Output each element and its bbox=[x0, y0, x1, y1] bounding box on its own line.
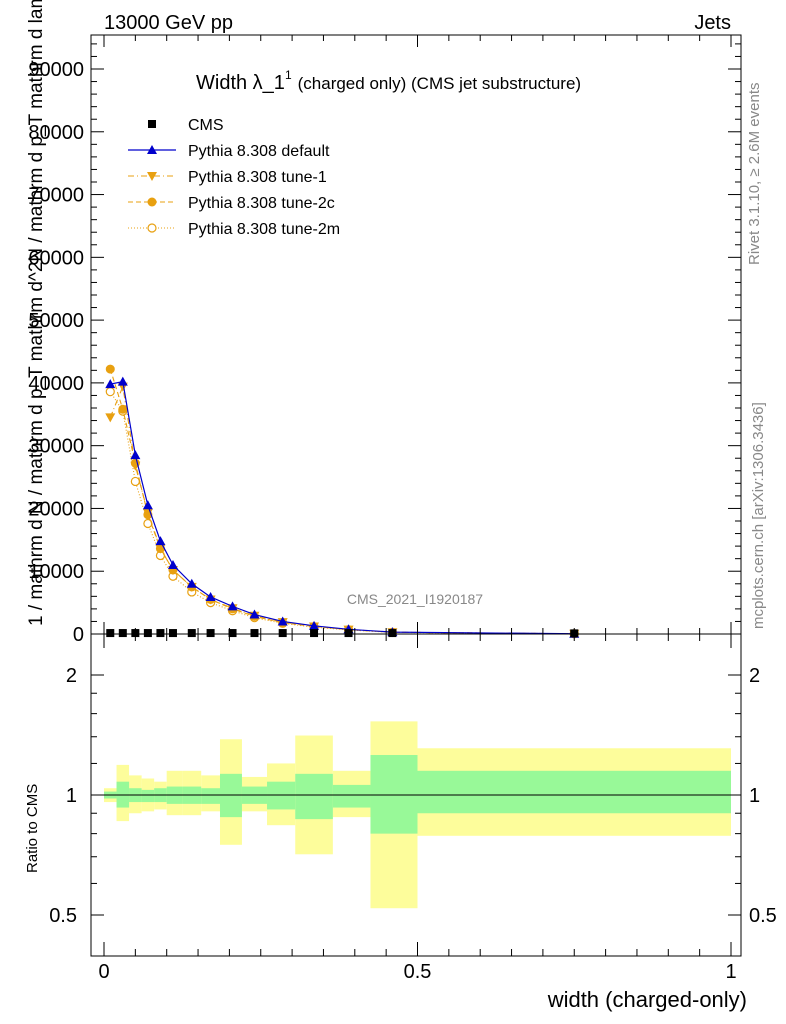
y-tick-label: 30000 bbox=[28, 436, 84, 458]
legend-marker-pythia-8-308-tune-1 bbox=[147, 172, 157, 181]
legend-label-cms: CMS bbox=[188, 117, 224, 134]
data-point-pythia-8-308-tune-2c bbox=[105, 364, 115, 374]
data-point-cms bbox=[206, 629, 215, 638]
x-tick-label: 0 bbox=[98, 961, 109, 983]
ratio-y-tick-label-left: 2 bbox=[66, 665, 77, 687]
data-point-pythia-8-308-default bbox=[186, 578, 197, 588]
data-point-pythia-8-308-default bbox=[142, 500, 153, 510]
y-tick-label: 20000 bbox=[28, 498, 84, 520]
ratio-bands bbox=[104, 721, 731, 909]
data-point-pythia-8-308-tune-2c bbox=[118, 404, 128, 414]
chart-title-sup: 1 bbox=[285, 68, 292, 82]
y-tick-label: 50000 bbox=[28, 310, 84, 332]
x-axis-label: width (charged-only) bbox=[547, 987, 747, 1012]
ratio-y-tick-label-right: 0.5 bbox=[749, 905, 777, 927]
y-tick-label: 90000 bbox=[28, 59, 84, 81]
rivet-label: Rivet 3.1.10, ≥ 2.6M events bbox=[746, 83, 763, 266]
data-point-cms bbox=[310, 629, 319, 638]
ratio-y-tick-label-left: 1 bbox=[66, 785, 77, 807]
legend-label-pythia-8-308-tune-2m: Pythia 8.308 tune-2m bbox=[188, 221, 340, 238]
legend-label-pythia-8-308-tune-2c: Pythia 8.308 tune-2c bbox=[188, 195, 335, 212]
legend-marker-pythia-8-308-tune-2c bbox=[147, 197, 157, 207]
main-axes: 0 10000 20000 30000 40000 50000 60000 70000 8000… bbox=[28, 35, 741, 646]
data-point-pythia-8-308-tune-1 bbox=[105, 413, 116, 423]
data-point-pythia-8-308-default bbox=[227, 601, 238, 611]
legend-label-pythia-8-308-tune-1: Pythia 8.308 tune-1 bbox=[188, 169, 327, 186]
ratio-y-axis-label: Ratio to CMS bbox=[24, 784, 41, 873]
data-point-cms bbox=[118, 629, 127, 638]
y-tick-label: 40000 bbox=[28, 373, 84, 395]
legend: CMS Pythia 8.308 default Pythia 8.308 tune… bbox=[128, 117, 340, 238]
stat-uncertainty-band bbox=[295, 773, 333, 820]
legend-marker-cms bbox=[148, 120, 156, 128]
data-point-cms bbox=[168, 629, 177, 638]
data-point-cms bbox=[228, 629, 237, 638]
data-point-pythia-8-308-default bbox=[105, 379, 116, 389]
y-tick-label: 10000 bbox=[28, 561, 84, 583]
y-tick-label: 0 bbox=[73, 624, 84, 646]
data-point-pythia-8-308-tune-2m bbox=[105, 387, 115, 397]
legend-marker-pythia-8-308-default bbox=[147, 145, 157, 154]
header-right: Jets bbox=[694, 12, 731, 34]
ratio-y-tick-label-left: 0.5 bbox=[49, 905, 77, 927]
data-point-pythia-8-308-tune-2m bbox=[130, 476, 140, 487]
ratio-y-tick-label-right: 1 bbox=[749, 785, 760, 807]
main-series-layer bbox=[105, 364, 580, 639]
series-line-pythia-8-308-default bbox=[110, 380, 575, 635]
y-tick-label: 60000 bbox=[28, 247, 84, 269]
series-line-pythia-8-308-tune-1 bbox=[109, 384, 575, 635]
data-point-cms bbox=[156, 629, 165, 638]
y-tick-label: 70000 bbox=[28, 185, 84, 207]
data-point-pythia-8-308-default bbox=[277, 616, 288, 626]
legend-marker-pythia-8-308-tune-2m bbox=[147, 223, 157, 233]
ratio-y-tick-label-right: 2 bbox=[749, 665, 760, 687]
x-tick-label: 1 bbox=[725, 961, 736, 983]
chart-title: Width λ_11 (charged only) (CMS jet substr… bbox=[196, 68, 581, 94]
ratio-axes: 0.5 0.5 1 1 2 2 0 0.5 1 bbox=[49, 634, 777, 983]
analysis-watermark: CMS_2021_I1920187 bbox=[347, 591, 483, 607]
header-left: 13000 GeV pp bbox=[104, 12, 233, 34]
data-point-cms bbox=[106, 629, 115, 638]
stat-uncertainty-band bbox=[201, 788, 220, 804]
mcplots-label: mcplots.cern.ch [arXiv:1306.3436] bbox=[750, 402, 767, 629]
chart-title-sub: (charged only) (CMS jet substructure) bbox=[298, 74, 581, 93]
ratio-panel: 0.5 0.5 1 1 2 2 0 0.5 1 Ratio to CMS width (char… bbox=[24, 633, 777, 1012]
data-point-pythia-8-308-default bbox=[130, 450, 141, 460]
main-y-axis-label: 1 / mathrm d N / mathrm d p_T mathrm d^2… bbox=[26, 0, 47, 626]
legend-label-pythia-8-308-default: Pythia 8.308 default bbox=[188, 143, 330, 160]
chart-title-main: Width λ_1 bbox=[196, 72, 285, 94]
stat-uncertainty-band bbox=[141, 789, 155, 803]
data-point-pythia-8-308-default bbox=[167, 559, 178, 569]
data-point-cms bbox=[187, 629, 196, 638]
x-tick-label: 0.5 bbox=[404, 961, 432, 983]
series-line-pythia-8-308-tune-2c bbox=[109, 368, 575, 635]
data-point-pythia-8-308-default bbox=[249, 609, 260, 619]
data-point-pythia-8-308-default bbox=[155, 536, 166, 546]
data-point-cms bbox=[143, 629, 152, 638]
data-point-pythia-8-308-default bbox=[309, 620, 320, 630]
data-point-cms bbox=[344, 629, 353, 638]
data-point-cms bbox=[250, 629, 259, 638]
stat-uncertainty-band bbox=[267, 781, 296, 810]
series-line-pythia-8-308-tune-2m bbox=[109, 391, 575, 635]
data-point-cms bbox=[388, 629, 397, 638]
stat-uncertainty-band bbox=[332, 784, 371, 808]
y-tick-label: 80000 bbox=[28, 122, 84, 144]
data-point-pythia-8-308-default bbox=[117, 376, 128, 386]
data-point-cms bbox=[278, 629, 287, 638]
stat-uncertainty-band bbox=[417, 770, 731, 814]
main-panel: 0 10000 20000 30000 40000 50000 60000 70000 8000… bbox=[26, 0, 742, 646]
data-point-pythia-8-308-default bbox=[205, 591, 216, 601]
stat-uncertainty-band bbox=[370, 754, 418, 834]
